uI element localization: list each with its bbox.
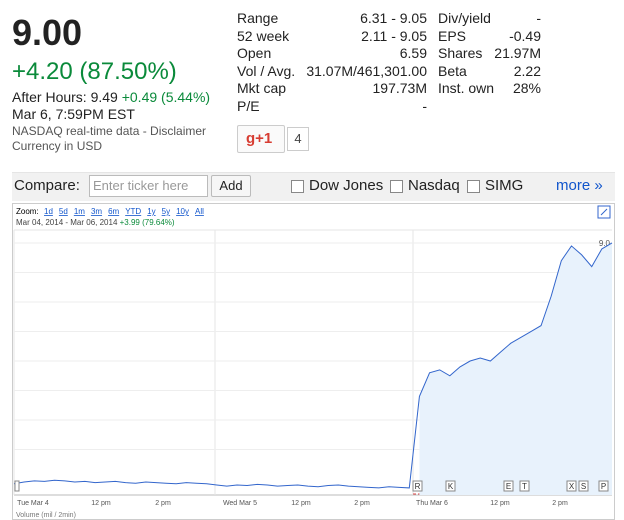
- zoom-option[interactable]: 1y: [147, 207, 155, 216]
- stat-label: Div/yield: [438, 10, 491, 26]
- zoom-option[interactable]: 5y: [162, 207, 170, 216]
- checkbox[interactable]: [291, 180, 304, 193]
- flag-box[interactable]: [598, 480, 609, 492]
- disclaimer-link[interactable]: Disclaimer: [150, 124, 207, 138]
- compare-option: Nasdaq: [408, 177, 460, 194]
- stat-label: Mkt cap: [237, 80, 287, 96]
- source-text: NASDAQ real-time data -: [12, 124, 151, 138]
- stat-value: 6.59: [399, 45, 427, 61]
- x-tick-label: Thu Mar 6: [416, 500, 448, 507]
- stat-value: -: [536, 10, 541, 26]
- plus-one-count: 4: [287, 127, 309, 151]
- expand-arrow: [600, 208, 608, 216]
- after-hours: After Hours: 9.49 +0.49 (5.44%): [12, 89, 210, 105]
- zoom-option[interactable]: YTD: [125, 207, 141, 216]
- flag-letter: R: [415, 482, 421, 491]
- source: NASDAQ real-time data - Disclaimer: [12, 124, 206, 138]
- stat-value: 21.97M: [494, 45, 541, 61]
- flag-box[interactable]: [503, 480, 514, 492]
- flag-box[interactable]: [578, 480, 589, 492]
- flag-box[interactable]: [519, 480, 530, 492]
- plus-one-button[interactable]: g+1: [237, 125, 285, 153]
- stat-value: 2.11 - 9.05: [361, 27, 427, 44]
- stat-value: -0.49: [509, 27, 541, 44]
- stat-value: 31.07M/461,301.00: [306, 62, 427, 79]
- after-hours-label: After Hours: 9.49: [12, 89, 118, 105]
- stat-value: 28%: [512, 80, 541, 96]
- stat-label: 52 week: [237, 27, 290, 44]
- checkbox[interactable]: [390, 180, 403, 193]
- compare-option: Dow Jones: [309, 177, 384, 194]
- stat-label: Range: [237, 10, 279, 26]
- price-area: [419, 242, 612, 495]
- x-tick-label: 12 pm: [291, 500, 311, 507]
- y-tick-label: 9.0: [599, 239, 611, 248]
- volume-label: Volume (mil / 2min): [16, 512, 76, 519]
- zoom-option[interactable]: 1m: [74, 207, 85, 216]
- zoom-option[interactable]: 3m: [91, 207, 102, 216]
- x-tick-label: 2 pm: [155, 500, 171, 507]
- stat-label: Vol / Avg.: [237, 62, 296, 79]
- add-button[interactable]: Add: [211, 175, 251, 197]
- ticker-input[interactable]: Enter ticker here: [89, 175, 208, 197]
- stat-label: P/E: [237, 97, 260, 114]
- stat-label: EPS: [438, 27, 467, 44]
- zoom-option[interactable]: 1d: [44, 207, 53, 216]
- compare-label: Compare:: [14, 177, 80, 194]
- price: 9.00: [12, 12, 83, 53]
- stat-value: 6.31 - 9.05: [360, 10, 427, 26]
- zoom-option[interactable]: 5d: [59, 207, 68, 216]
- x-tick-label: 2 pm: [552, 500, 568, 507]
- currency: Currency in USD: [12, 139, 103, 153]
- stat-value: -: [422, 97, 427, 114]
- change: +4.20 (87.50%): [12, 58, 177, 85]
- zoom-label: Zoom:: [16, 207, 39, 216]
- more-link[interactable]: more »: [556, 177, 603, 194]
- gplus-brand: g: [246, 130, 256, 147]
- x-tick-label: Tue Mar 4: [17, 500, 49, 507]
- price-line: [13, 242, 613, 489]
- flag-letter: P: [601, 482, 606, 491]
- date-range: Mar 04, 2014 - Mar 06, 2014 +3.99 (79.64…: [16, 218, 175, 227]
- stat-label: Inst. own: [438, 80, 495, 96]
- flag-letter: K: [448, 482, 454, 491]
- quote-time: Mar 6, 7:59PM EST: [12, 106, 135, 122]
- gplus-label: +1: [255, 130, 273, 147]
- flag-letter: X: [569, 482, 575, 491]
- x-tick-label: 12 pm: [490, 500, 510, 507]
- x-tick-label: 12 pm: [91, 500, 111, 507]
- stat-value: 2.22: [513, 62, 541, 79]
- compare-option: SIMG: [485, 177, 524, 194]
- flag-box[interactable]: [445, 480, 456, 492]
- x-tick-label: 2 pm: [354, 500, 370, 507]
- zoom-option[interactable]: All: [195, 207, 204, 216]
- checkbox[interactable]: [467, 180, 480, 193]
- flag-letter: S: [581, 482, 586, 491]
- stat-label: Shares: [438, 45, 483, 61]
- stat-value: 197.73M: [372, 80, 427, 96]
- date-range-text: Mar 04, 2014 - Mar 06, 2014: [16, 218, 118, 227]
- range-change: +3.99 (79.64%): [120, 218, 175, 227]
- flag-box[interactable]: [412, 480, 423, 492]
- after-hours-change: +0.49 (5.44%): [121, 89, 211, 105]
- zoom-option[interactable]: 10y: [176, 207, 189, 216]
- x-tick-label: Wed Mar 5: [223, 500, 257, 507]
- zoom-option[interactable]: 6m: [108, 207, 119, 216]
- flag-box[interactable]: [566, 480, 577, 492]
- stat-label: Beta: [438, 62, 467, 79]
- stat-label: Open: [237, 45, 272, 61]
- flag-letter: E: [506, 482, 511, 491]
- range-handle[interactable]: [14, 480, 20, 492]
- flag-letter: T: [522, 482, 527, 491]
